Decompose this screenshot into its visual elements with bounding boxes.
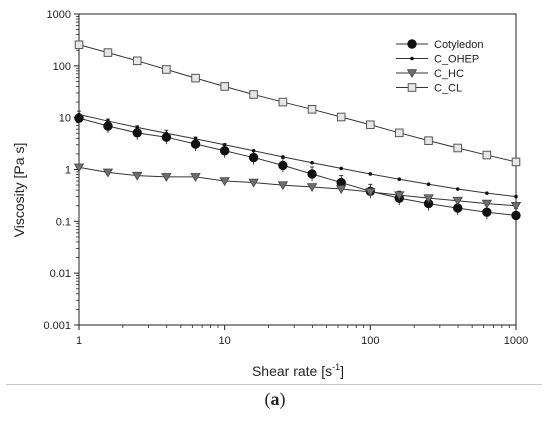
data-point-c-ohep (426, 182, 431, 187)
data-point-c-ohep (455, 187, 460, 191)
data-point-c-hc (219, 177, 230, 187)
data-point-cotyledon (307, 169, 317, 179)
data-point-c-cl (132, 56, 142, 66)
legend-label-c-ohep: C_OHEP (434, 54, 479, 66)
data-point-c-hc (394, 191, 405, 201)
data-point-c-hc (306, 183, 318, 193)
data-point-cotyledon (278, 160, 288, 171)
y-tick-label: 100 (53, 61, 71, 73)
data-point-c-hc (452, 196, 463, 206)
data-point-c-ohep (368, 172, 373, 176)
x-axis-title-main: Shear rate [s (252, 363, 332, 379)
data-point-c-cl (191, 73, 200, 83)
data-point-c-hc (132, 171, 143, 181)
data-point-cotyledon (190, 139, 201, 149)
x-axis-title-superscript: -1 (332, 362, 340, 372)
series-c-cl (74, 40, 521, 167)
y-tick-label: 0.01 (50, 268, 71, 280)
y-tick-label: 0.1 (56, 216, 71, 228)
y-axis: 0.001 0.01 0.1 1 10 100 1000 (43, 9, 79, 332)
data-point-c-hc (481, 199, 493, 209)
y-tick-label: 1000 (47, 9, 71, 21)
data-point-c-hc (190, 173, 201, 182)
series-layer (73, 40, 522, 223)
data-point-c-hc (102, 168, 114, 178)
y-tick-label: 0.001 (43, 320, 71, 332)
data-point-c-cl (482, 150, 492, 160)
panel-label: (a) (0, 389, 550, 410)
data-point-c-ohep (339, 166, 344, 171)
data-point-c-ohep (281, 155, 285, 159)
data-point-c-hc (336, 185, 347, 195)
series-line-cotyledon (78, 117, 517, 216)
data-point-c-ohep (106, 119, 110, 123)
data-point-c-ohep (310, 160, 314, 165)
data-point-c-ohep (485, 191, 489, 195)
data-point-c-cl (103, 48, 113, 57)
x-axis-title: Shear rate [s-1] (252, 362, 344, 379)
data-point-c-hc (510, 201, 522, 211)
data-point-c-hc (423, 194, 434, 204)
data-point-c-cl (336, 112, 346, 122)
x-axis: 1 10 100 1000 (76, 325, 528, 347)
data-point-c-hc (161, 173, 172, 182)
data-point-cotyledon (219, 146, 230, 156)
data-point-c-cl (74, 40, 84, 50)
legend-label-c-hc: C_HC (434, 68, 464, 80)
legend-marker-c-hc (406, 69, 418, 79)
data-point-cotyledon (248, 152, 259, 163)
series-c-hc (73, 163, 522, 211)
data-point-c-cl (366, 120, 375, 130)
x-tick-label: 10 (219, 335, 231, 347)
y-tick-label: 1 (65, 165, 71, 177)
data-point-c-cl (424, 136, 433, 145)
x-tick-label: 1000 (504, 335, 528, 347)
data-point-c-hc (73, 163, 85, 173)
data-point-c-hc (277, 181, 289, 191)
legend-marker-cotyledon (407, 39, 417, 49)
x-tick-label: 1 (76, 335, 82, 347)
panel-label-letter: a (270, 389, 280, 409)
data-point-cotyledon (103, 121, 113, 131)
data-point-c-ohep (135, 125, 140, 130)
panel-label-open: ( (264, 389, 271, 409)
data-point-c-ohep (514, 194, 518, 199)
data-point-c-ohep (397, 177, 402, 181)
x-tick-label: 100 (361, 335, 379, 347)
data-point-c-ohep (77, 112, 81, 117)
series-line-c-cl (78, 44, 517, 163)
legend-marker-c-ohep (410, 56, 414, 61)
y-tick-label: 10 (59, 113, 71, 125)
series-line-c-hc (78, 166, 517, 207)
data-point-c-cl (453, 143, 463, 153)
legend-marker-c-cl (407, 83, 417, 92)
data-point-c-cl (307, 105, 317, 114)
y-axis-title: Viscosity [Pa s] (11, 143, 27, 238)
data-point-c-cl (394, 128, 404, 138)
data-point-c-ohep (251, 148, 256, 153)
viscosity-chart: 1 10 100 1000 0.001 0.01 0.1 1 10 100 1000 Cotyle… (11, 9, 528, 379)
data-point-c-ohep (193, 137, 198, 141)
data-point-c-cl (511, 157, 521, 167)
data-point-c-cl (278, 97, 288, 107)
series-c-ohep (77, 112, 518, 199)
data-point-c-cl (162, 65, 171, 74)
data-point-c-hc (365, 188, 376, 197)
panel-label-close: ) (279, 389, 286, 409)
data-point-c-ohep (164, 131, 169, 136)
x-axis-title-end: ] (340, 363, 344, 379)
data-point-c-ohep (222, 142, 227, 147)
legend-label-c-cl: C_CL (434, 83, 462, 95)
data-point-cotyledon (132, 128, 142, 138)
data-point-c-cl (249, 90, 258, 99)
data-point-c-cl (220, 82, 229, 91)
data-point-c-hc (248, 178, 259, 188)
legend-label-cotyledon: Cotyledon (434, 39, 484, 51)
series-line-c-ohep (78, 114, 517, 198)
legend: Cotyledon C_OHEP C_HC C_CL (396, 39, 484, 95)
data-point-cotyledon (511, 210, 521, 221)
data-point-cotyledon (482, 207, 492, 217)
panel-divider (6, 384, 542, 385)
